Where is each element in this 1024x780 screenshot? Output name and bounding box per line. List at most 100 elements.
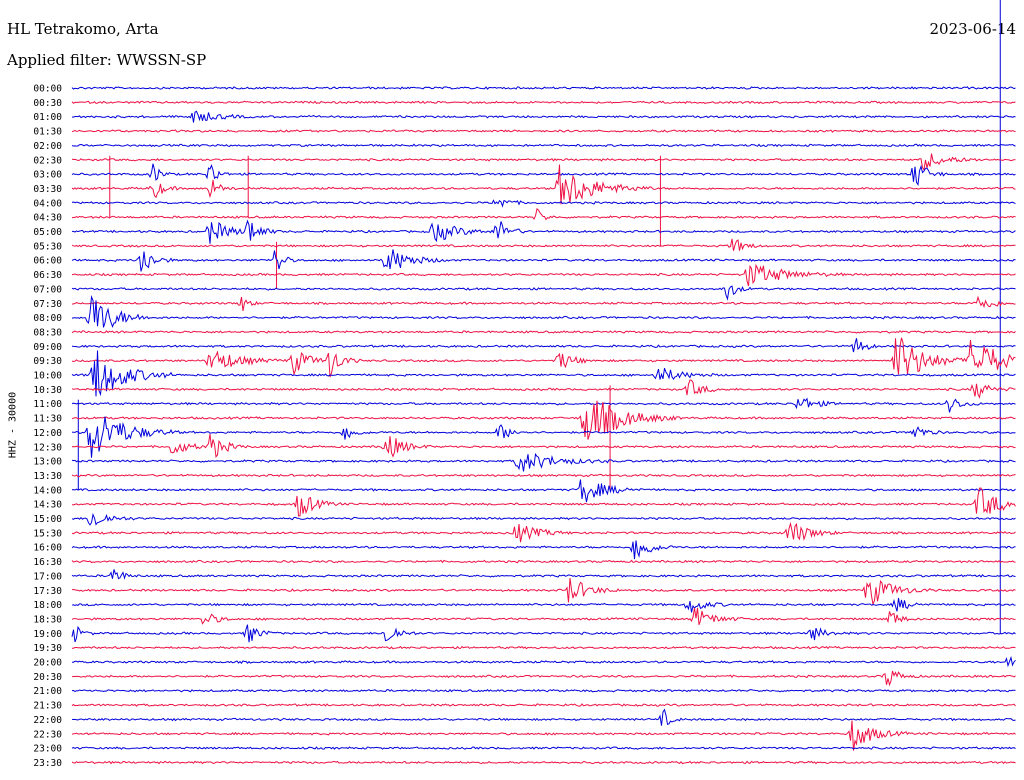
trace-0330 [71, 164, 1016, 205]
time-tick-label: 21:30 [33, 701, 62, 712]
time-tick-label: 07:00 [33, 284, 62, 295]
time-tick-label: 00:30 [33, 98, 62, 109]
time-tick-label: 16:30 [33, 557, 62, 568]
trace-2130 [71, 703, 1016, 707]
time-tick-label: 15:00 [33, 514, 62, 525]
time-tick-label: 06:00 [33, 256, 62, 267]
trace-0930 [71, 337, 1016, 378]
trace-0500 [72, 219, 1016, 244]
time-tick-label: 03:30 [33, 184, 62, 195]
time-tick-label: 02:30 [33, 155, 62, 166]
time-tick-label: 14:00 [33, 485, 62, 496]
time-tick-label: 10:30 [33, 385, 62, 396]
trace-1430 [71, 487, 1016, 517]
time-tick-label: 07:30 [33, 299, 62, 310]
time-tick-label: 00:00 [33, 84, 62, 95]
time-tick-label: 10:00 [33, 371, 62, 382]
trace-1700 [71, 569, 1016, 580]
trace-1630 [71, 559, 1016, 564]
time-tick-label: 11:30 [33, 414, 62, 425]
time-tick-label: 22:30 [33, 729, 62, 740]
time-tick-label: 05:00 [33, 227, 62, 238]
time-tick-label: 11:00 [33, 399, 62, 410]
time-tick-label: 13:00 [33, 457, 62, 468]
trace-0000 [71, 86, 1016, 90]
trace-2100 [71, 688, 1016, 693]
trace-0200 [71, 143, 1016, 148]
trace-0130 [71, 129, 1016, 133]
filter-label: Applied filter: WWSSN-SP [7, 51, 207, 69]
trace-2000 [71, 655, 1016, 668]
trace-0800 [71, 295, 1016, 328]
trace-1130 [71, 400, 1016, 440]
trace-0700 [71, 285, 1016, 301]
trace-1400 [71, 479, 1016, 503]
trace-0530 [71, 238, 1016, 251]
trace-0230 [71, 153, 1016, 172]
trace-0100 [71, 110, 1016, 123]
trace-1300 [71, 452, 1016, 472]
trace-1200 [71, 416, 1016, 458]
time-tick-label: 15:30 [33, 528, 62, 539]
time-tick-label: 05:30 [33, 241, 62, 252]
trace-1530 [71, 521, 1016, 543]
trace-1000 [71, 350, 1016, 397]
trace-2230 [71, 720, 1016, 751]
time-tick-label: 04:00 [33, 198, 62, 209]
time-tick-label: 18:30 [33, 614, 62, 625]
time-tick-label: 02:00 [33, 141, 62, 152]
time-tick-label: 12:30 [33, 442, 62, 453]
trace-2200 [71, 708, 1016, 726]
trace-1500 [71, 512, 1016, 526]
station-title: HL Tetrakomo, Arta [7, 20, 159, 38]
time-tick-label: 20:00 [33, 658, 62, 669]
trace-1730 [71, 578, 1016, 607]
time-tick-label: 19:00 [33, 629, 62, 640]
time-tick-label: 18:00 [33, 600, 62, 611]
trace-0900 [71, 338, 1016, 353]
trace-2030 [71, 670, 1016, 687]
trace-0430 [71, 207, 1016, 221]
time-tick-label: 01:00 [33, 112, 62, 123]
trace-2300 [71, 746, 1016, 750]
time-tick-label: 19:30 [33, 643, 62, 654]
time-tick-label: 23:30 [33, 758, 62, 769]
time-tick-label: 08:00 [33, 313, 62, 324]
trace-1900 [71, 624, 1016, 643]
trace-0030 [71, 100, 1016, 105]
time-tick-label: 01:30 [33, 127, 62, 138]
trace-0730 [72, 295, 1016, 311]
trace-2330 [71, 760, 1016, 765]
time-tick-label: 17:00 [33, 571, 62, 582]
time-tick-label: 20:30 [33, 672, 62, 683]
time-tick-label: 17:30 [33, 586, 62, 597]
record-date: 2023-06-14 [929, 20, 1016, 38]
time-tick-label: 09:30 [33, 356, 62, 367]
trace-0830 [71, 330, 1016, 334]
time-tick-label: 22:00 [33, 715, 62, 726]
time-tick-label: 12:00 [33, 428, 62, 439]
trace-1230 [71, 433, 1016, 459]
time-tick-label: 09:00 [33, 342, 62, 353]
trace-1100 [71, 397, 1016, 413]
time-tick-label: 03:00 [33, 170, 62, 181]
trace-0630 [71, 263, 1016, 287]
trace-1600 [71, 540, 1016, 560]
time-tick-label: 23:00 [33, 744, 62, 755]
time-tick-label: 13:30 [33, 471, 62, 482]
time-tick-label: 21:00 [33, 686, 62, 697]
trace-0400 [71, 199, 1016, 208]
trace-1930 [72, 645, 1016, 650]
time-tick-label: 06:30 [33, 270, 62, 281]
trace-1830 [71, 607, 1016, 625]
time-tick-label: 14:30 [33, 500, 62, 511]
trace-1030 [71, 379, 1016, 399]
time-tick-label: 08:30 [33, 327, 62, 338]
time-tick-label: 04:30 [33, 213, 62, 224]
trace-1800 [71, 597, 1016, 613]
trace-0300 [71, 163, 1016, 187]
trace-1330 [71, 473, 1016, 478]
trace-0600 [71, 249, 1016, 272]
time-tick-label: 16:00 [33, 543, 62, 554]
